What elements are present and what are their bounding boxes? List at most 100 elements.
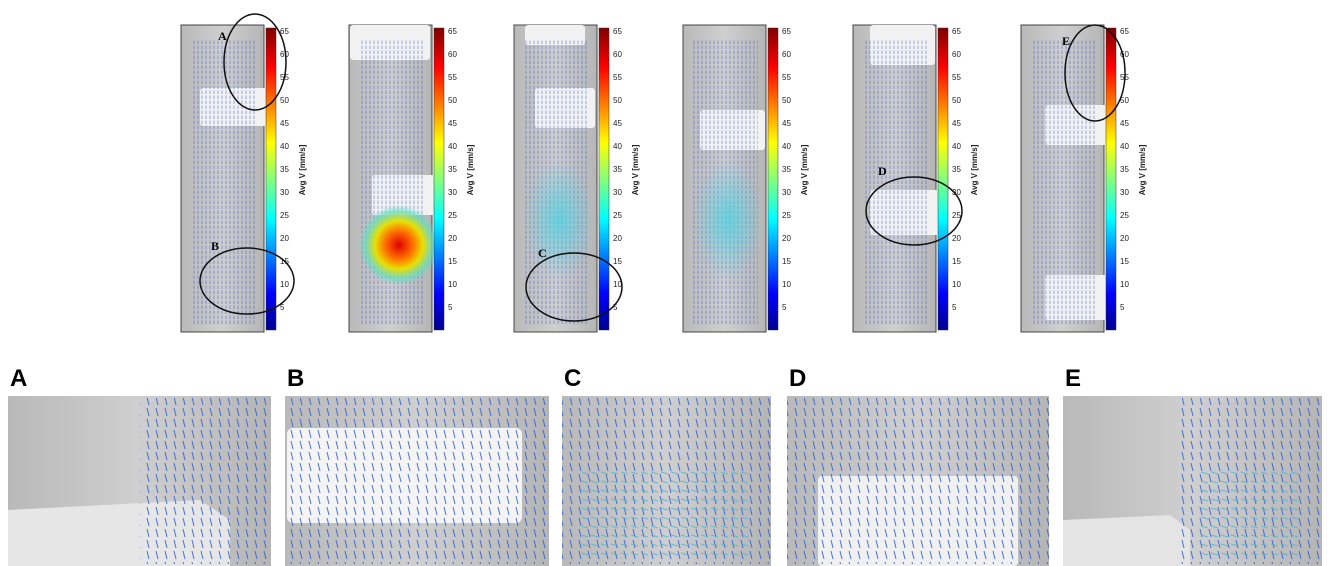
colorbar: [938, 28, 948, 330]
colorbar-tick: 60: [782, 50, 791, 59]
colorbar-tick: 25: [448, 211, 457, 220]
colorbar-tick: 45: [782, 119, 791, 128]
callout-label: B: [211, 239, 219, 253]
colorbar-tick: 40: [782, 142, 791, 151]
callout-label: D: [878, 164, 887, 178]
colorbar-tick: 35: [952, 165, 961, 174]
colorbar-tick: 50: [952, 96, 961, 105]
colorbar-tick: 20: [952, 234, 961, 243]
colorbar-tick: 10: [280, 280, 289, 289]
colorbar-tick: 60: [613, 50, 622, 59]
vector-field: [863, 40, 928, 325]
colorbar-tick: 15: [448, 257, 457, 266]
colorbar-tick: 50: [782, 96, 791, 105]
colorbar-tick: 45: [1120, 119, 1129, 128]
colorbar-tick: 25: [952, 211, 961, 220]
colorbar-tick: 55: [952, 73, 961, 82]
colorbar-tick: 30: [1120, 188, 1129, 197]
colorbar-tick: 45: [613, 119, 622, 128]
vector-field: [285, 398, 549, 564]
colorbar-tick: 20: [613, 234, 622, 243]
colorbar-tick: 65: [782, 27, 791, 36]
colorbar-tick: 40: [280, 142, 289, 151]
colorbar-label: Avg V [mm/s]: [466, 144, 475, 195]
colorbar-tick: 15: [613, 257, 622, 266]
colorbar-tick: 30: [280, 188, 289, 197]
vector-field-fast: [582, 470, 751, 560]
colorbar-tick: 25: [1120, 211, 1129, 220]
colorbar: [434, 28, 444, 330]
callout-label: A: [218, 29, 227, 43]
colorbar-tick: 45: [448, 119, 457, 128]
colorbar-tick: 30: [782, 188, 791, 197]
colorbar-tick: 20: [448, 234, 457, 243]
colorbar-tick: 10: [1120, 280, 1129, 289]
colorbar: [599, 28, 609, 330]
vector-field: [140, 398, 271, 564]
colorbar-label: Avg V [mm/s]: [1138, 144, 1147, 195]
colorbar-tick: 10: [952, 280, 961, 289]
callout-label: C: [538, 246, 547, 260]
colorbar-tick: 15: [782, 257, 791, 266]
colorbar: [266, 28, 276, 330]
colorbar-tick: 35: [1120, 165, 1129, 174]
colorbar-tick: 65: [448, 27, 457, 36]
colorbar-tick: 50: [448, 96, 457, 105]
colorbar-tick: 25: [613, 211, 622, 220]
zoom-label: A: [10, 365, 27, 392]
colorbar-tick: 5: [782, 303, 787, 312]
zoom-label: C: [564, 365, 581, 392]
colorbar-tick: 35: [280, 165, 289, 174]
high-velocity: [359, 205, 439, 285]
colorbar-tick: 5: [952, 303, 957, 312]
colorbar-tick: 45: [952, 119, 961, 128]
moderate-velocity: [524, 160, 594, 280]
colorbar: [768, 28, 778, 330]
zoom-label: B: [287, 365, 304, 392]
cap: [1063, 515, 1190, 566]
colorbar-tick: 30: [448, 188, 457, 197]
colorbar-tick: 60: [952, 50, 961, 59]
colorbar-tick: 25: [782, 211, 791, 220]
zoom-label: E: [1065, 365, 1081, 392]
colorbar-tick: 55: [782, 73, 791, 82]
colorbar-tick: 15: [952, 257, 961, 266]
colorbar-tick: 65: [1120, 27, 1129, 36]
colorbar-tick: 60: [448, 50, 457, 59]
colorbar-tick: 40: [1120, 142, 1129, 151]
zoom-label: D: [789, 365, 806, 392]
colorbar-tick: 55: [448, 73, 457, 82]
callout-label: E: [1062, 34, 1070, 48]
colorbar-tick: 40: [613, 142, 622, 151]
colorbar-tick: 5: [448, 303, 453, 312]
colorbar-tick: 10: [782, 280, 791, 289]
vector-field: [1031, 40, 1096, 325]
colorbar-tick: 35: [613, 165, 622, 174]
colorbar-tick: 10: [448, 280, 457, 289]
colorbar-tick: 50: [280, 96, 289, 105]
moderate-velocity: [693, 160, 763, 280]
colorbar-label: Avg V [mm/s]: [800, 144, 809, 195]
colorbar-tick: 40: [448, 142, 457, 151]
colorbar-tick: 65: [613, 27, 622, 36]
vector-field: [787, 398, 1049, 564]
colorbar-tick: 20: [280, 234, 289, 243]
colorbar-tick: 20: [1120, 234, 1129, 243]
colorbar-tick: 35: [782, 165, 791, 174]
colorbar-tick: 25: [280, 211, 289, 220]
colorbar-tick: 65: [952, 27, 961, 36]
colorbar-label: Avg V [mm/s]: [298, 144, 307, 195]
colorbar-tick: 30: [613, 188, 622, 197]
colorbar-label: Avg V [mm/s]: [631, 144, 640, 195]
figure: 5101520253035404550556065Avg V [mm/s]510…: [0, 0, 1328, 566]
colorbar: [1106, 28, 1116, 330]
colorbar-tick: 50: [613, 96, 622, 105]
colorbar-tick: 45: [280, 119, 289, 128]
colorbar-tick: 5: [1120, 303, 1125, 312]
colorbar-tick: 65: [280, 27, 289, 36]
vector-field-fast: [1200, 470, 1302, 560]
colorbar-tick: 55: [613, 73, 622, 82]
colorbar-tick: 40: [952, 142, 961, 151]
colorbar-tick: 35: [448, 165, 457, 174]
colorbar-tick: 15: [1120, 257, 1129, 266]
